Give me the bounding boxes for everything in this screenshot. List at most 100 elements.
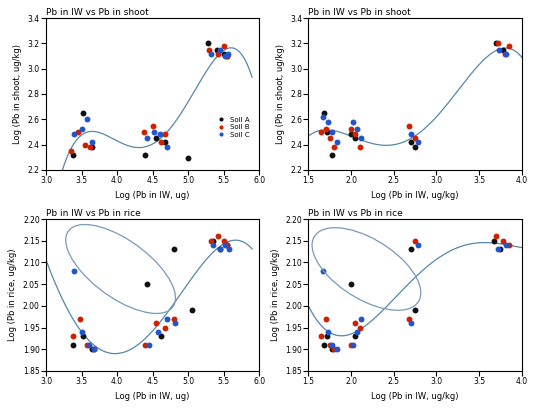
Point [347,126,355,133]
Point [188,307,196,313]
Point [148,122,157,129]
Point [79,333,87,339]
Point [328,151,337,158]
Point [161,139,170,145]
Point [224,50,232,57]
Point [319,342,328,348]
Point [347,342,355,348]
Point [317,129,325,135]
Point [411,238,419,244]
Point [328,346,337,353]
Point [321,316,330,322]
Point [406,320,415,326]
Point [221,53,229,59]
Point [83,342,92,348]
Point [216,47,225,53]
Point [206,50,215,57]
Point [141,151,150,158]
X-axis label: Log (Pb in IW, ug/kg): Log (Pb in IW, ug/kg) [371,392,459,401]
Point [357,316,366,322]
Point [216,246,225,253]
Point [406,246,415,253]
Text: Pb in IW vs Pb in shoot: Pb in IW vs Pb in shoot [46,8,149,17]
Point [406,131,415,138]
Point [157,139,166,145]
Point [84,342,93,348]
Point [152,320,160,326]
Point [161,131,170,138]
Point [162,144,171,151]
Point [319,113,327,120]
Point [143,135,151,142]
Point [140,129,148,135]
X-axis label: Log (Pb in IW, ug): Log (Pb in IW, ug) [115,392,190,401]
Point [204,40,212,47]
Point [347,281,355,288]
Point [223,53,232,59]
Point [405,316,413,322]
Point [79,110,87,116]
Point [504,242,513,248]
Point [225,246,234,253]
Point [321,126,330,133]
Point [150,129,158,135]
Point [88,346,96,353]
Point [351,333,360,339]
Point [81,141,90,148]
Point [214,233,222,240]
Point [223,242,232,248]
Point [219,43,228,49]
Point [162,316,171,322]
Point [70,131,79,138]
Point [88,139,96,145]
Point [355,144,364,151]
X-axis label: Log (Pb in IW, ug/kg): Log (Pb in IW, ug/kg) [371,191,459,200]
Point [143,281,151,288]
Point [221,242,229,248]
Text: Pb in IW vs Pb in rice: Pb in IW vs Pb in rice [46,209,141,218]
Point [205,47,214,53]
Point [319,110,328,116]
Point [325,135,334,142]
Point [214,50,222,57]
Point [498,47,507,53]
Point [212,47,221,53]
Point [328,342,337,348]
Point [73,129,82,135]
Point [330,144,338,151]
Point [328,129,337,135]
Point [332,346,341,353]
Point [161,324,170,331]
Point [504,43,513,49]
Point [206,238,215,244]
Point [155,131,164,138]
Point [348,342,357,348]
Point [154,328,162,335]
Point [351,135,360,142]
Point [413,139,422,145]
Point [490,238,498,244]
Point [219,238,228,244]
Point [492,40,500,47]
Point [319,268,327,274]
Point [169,246,178,253]
Point [353,328,361,335]
Point [184,155,192,162]
Y-axis label: Log (Pb in shoot, ug/kg): Log (Pb in shoot, ug/kg) [13,44,22,144]
Point [351,320,360,326]
Legend: Soil A, Soil B, Soil C: Soil A, Soil B, Soil C [213,115,251,139]
Point [86,144,94,151]
Point [69,333,77,339]
X-axis label: Log (Pb in IW, ug): Log (Pb in IW, ug) [115,191,190,200]
Point [219,50,228,57]
Point [494,246,502,253]
Point [317,333,325,339]
Point [324,328,332,335]
Point [347,131,355,138]
Point [500,50,509,57]
Point [209,242,217,248]
Point [413,242,422,248]
Point [70,268,79,274]
Point [411,135,419,142]
Point [152,135,160,142]
